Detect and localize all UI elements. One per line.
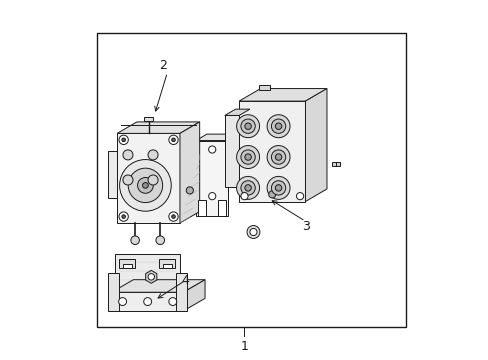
Bar <box>108 273 119 311</box>
Circle shape <box>249 228 257 235</box>
Circle shape <box>266 176 289 199</box>
Bar <box>97 33 405 327</box>
Circle shape <box>244 154 251 160</box>
Circle shape <box>266 145 289 168</box>
Text: 1: 1 <box>240 340 248 353</box>
Bar <box>122 264 131 268</box>
Circle shape <box>266 115 289 138</box>
Circle shape <box>186 187 193 194</box>
Circle shape <box>296 193 303 200</box>
Circle shape <box>128 168 163 203</box>
Circle shape <box>271 150 285 164</box>
Circle shape <box>241 193 247 200</box>
Circle shape <box>275 154 281 160</box>
Bar <box>239 101 305 202</box>
Circle shape <box>171 138 175 141</box>
Polygon shape <box>224 109 249 116</box>
Circle shape <box>122 215 125 219</box>
Circle shape <box>241 181 255 195</box>
Circle shape <box>244 123 251 130</box>
Bar <box>196 140 228 216</box>
Circle shape <box>241 150 255 164</box>
Text: 3: 3 <box>301 220 309 233</box>
Polygon shape <box>112 280 204 292</box>
Bar <box>332 162 340 166</box>
Polygon shape <box>108 151 117 198</box>
Circle shape <box>119 212 128 221</box>
Bar <box>176 273 187 311</box>
Circle shape <box>241 119 255 134</box>
Circle shape <box>122 175 133 185</box>
Circle shape <box>119 298 126 306</box>
Bar <box>163 264 171 268</box>
Bar <box>112 292 183 311</box>
Circle shape <box>168 135 178 144</box>
Circle shape <box>171 215 175 219</box>
Circle shape <box>120 159 171 211</box>
Circle shape <box>119 135 128 144</box>
Circle shape <box>148 150 158 160</box>
Circle shape <box>168 212 178 221</box>
Text: 4: 4 <box>181 274 188 287</box>
Bar <box>117 134 180 223</box>
Circle shape <box>236 115 259 138</box>
Circle shape <box>122 150 133 160</box>
Circle shape <box>208 193 215 200</box>
Text: 2: 2 <box>159 59 167 72</box>
Polygon shape <box>180 122 199 223</box>
Circle shape <box>271 181 285 195</box>
Polygon shape <box>196 134 239 140</box>
Polygon shape <box>183 280 204 311</box>
Circle shape <box>148 175 158 185</box>
Circle shape <box>236 145 259 168</box>
Circle shape <box>142 183 148 188</box>
Circle shape <box>246 226 260 238</box>
Circle shape <box>275 185 281 191</box>
Circle shape <box>244 185 251 191</box>
Polygon shape <box>239 89 326 101</box>
Circle shape <box>137 177 153 193</box>
Circle shape <box>131 236 139 244</box>
Circle shape <box>168 298 176 306</box>
Bar <box>159 259 175 268</box>
Circle shape <box>268 191 275 198</box>
Circle shape <box>271 119 285 134</box>
Bar <box>218 200 226 216</box>
Bar <box>198 200 205 216</box>
Bar <box>259 85 269 90</box>
Circle shape <box>275 123 281 130</box>
Circle shape <box>122 138 125 141</box>
Circle shape <box>156 236 164 244</box>
Circle shape <box>143 298 151 306</box>
Bar <box>119 259 135 268</box>
Polygon shape <box>117 122 199 134</box>
Polygon shape <box>305 89 326 202</box>
Bar <box>144 117 153 121</box>
Polygon shape <box>224 116 239 187</box>
Circle shape <box>208 146 215 153</box>
Circle shape <box>148 274 154 280</box>
Circle shape <box>236 176 259 199</box>
Bar <box>115 253 180 293</box>
